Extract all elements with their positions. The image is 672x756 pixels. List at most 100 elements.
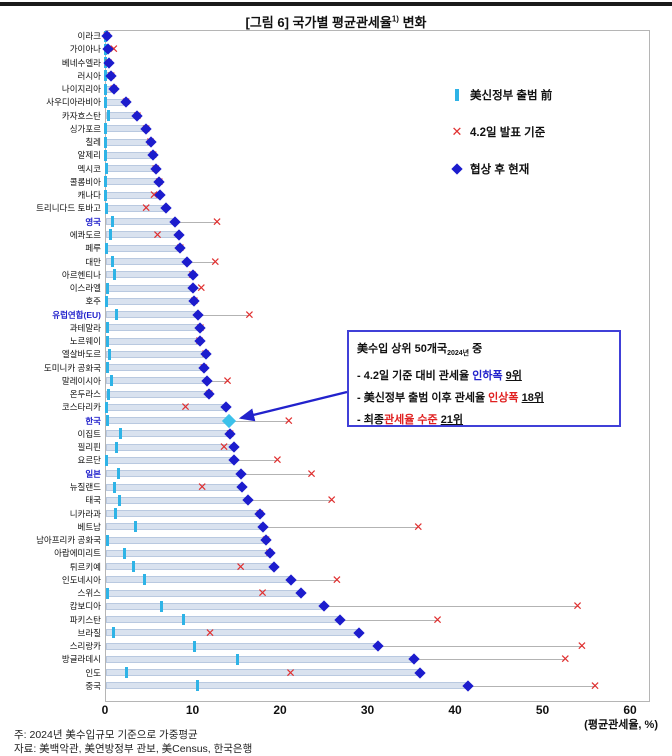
legend-entry: ✕ 4.2일 발표 기준 [448,113,552,150]
country-label: 니카라과 [69,508,101,519]
tariff-bar [106,337,200,345]
x-axis-tick-label: 0 [101,703,109,717]
country-label: 캐나다 [77,190,101,201]
tariff-bar [106,178,160,186]
range-connector-line [378,646,582,648]
pre-admin-tick-marker [192,640,196,652]
tariff-bar [106,456,234,464]
pre-admin-tick-marker [106,322,110,334]
tariff-bar [106,642,378,650]
country-label: 페루 [85,243,101,254]
april2-x-marker: ✕ [211,214,223,229]
pre-admin-tick-marker [108,229,112,241]
tariff-bar [106,549,270,557]
april2-x-marker: ✕ [180,400,191,415]
country-label: 튀르키예 [69,561,101,572]
country-label: 유럽연합(EU) [52,309,101,320]
april2-x-marker: ✕ [235,559,246,574]
legend-entry: 美신정부 출범 前 [448,76,552,113]
annotation-text-segment: 인상폭 [488,392,519,405]
pre-admin-tick-marker [122,547,126,559]
pre-admin-tick-marker [106,587,110,599]
april2-x-marker: ✕ [197,480,208,494]
annotation-text-segment: 인하폭 [472,370,503,383]
tariff-bar [106,483,243,491]
country-label: 베트남 [77,521,101,532]
country-label: 도미니카 공화국 [43,362,101,373]
tariff-bar [106,377,207,385]
tariff-bar [106,271,193,279]
legend-current-diamond-icon [448,162,466,175]
tariff-bar [106,364,204,372]
tariff-bar [106,470,241,478]
annotation-text-segment: 9위 [505,370,522,383]
korea-annotation-box: 美수입 상위 50개국2024년 중 - 4.2일 기준 대비 관세율 인하폭 … [347,330,621,427]
april2-x-marker: ✕ [306,466,317,481]
country-label: 스위스 [77,588,101,599]
annotation-text-segment: 21위 [440,414,464,427]
pre-admin-tick-marker [114,441,118,453]
range-connector-line [413,659,566,661]
pre-admin-tick-marker [113,269,117,281]
chart-title-footnote-marker: 1) [391,14,399,24]
legend-label: 협상 후 현재 [470,163,530,176]
april2-x-marker: ✕ [210,254,221,269]
april2-x-marker: ✕ [222,373,233,388]
annotation-text-segment: 18위 [521,392,544,405]
tariff-bar [106,523,263,531]
pre-admin-tick-marker [106,282,110,294]
x-axis-tick-label: 50 [535,703,550,717]
country-label: 사우디아라비아 [46,97,101,108]
legend-marker-glyph [451,162,463,175]
country-label: 중국 [85,680,101,691]
april2-x-marker: ✕ [108,42,119,57]
annotation-text-segment: - 4.2일 기준 대비 관세율 [357,370,473,383]
range-connector-line [240,473,312,475]
country-label: 인도네시아 [61,574,101,585]
country-label: 호주 [85,296,101,307]
legend-label: 美신정부 출범 前 [470,89,553,102]
pre-admin-tick-marker [104,136,108,148]
country-label: 엘살바도르 [61,349,101,360]
country-label: 인도 [85,667,101,678]
pre-admin-tick-marker [105,295,109,307]
range-connector-line [206,380,228,382]
tariff-bar [106,602,324,610]
pre-admin-tick-marker [106,534,110,546]
top-divider-rule [0,2,672,6]
country-label: 칠레 [85,137,101,148]
tariff-bar [106,510,260,518]
footnotes: 주: 2024년 美수입규모 기준으로 가중평균 자료: 美백악관, 美연방정부… [14,728,252,756]
range-connector-line [229,420,289,422]
april2-x-marker: ✕ [589,678,601,693]
pre-admin-tick-marker [107,110,110,122]
tariff-bar [106,629,359,637]
annotation-line: - 4.2일 기준 대비 관세율 인하폭 9위 [357,365,611,387]
tariff-bar [106,669,420,677]
country-label: 베네수엘라 [61,57,101,68]
annotation-text-segment: 관세율 수준 [383,414,438,427]
pre-admin-tick-marker [112,627,116,639]
chart-title-suffix: 변화 [398,15,427,30]
x-axis-tick-label: 30 [360,703,375,717]
tariff-bar [106,311,198,319]
april2-x-marker: ✕ [204,625,216,640]
range-connector-line [339,619,438,621]
annotation-text-segment: 2024년 [447,350,470,358]
pre-admin-tick-marker [105,401,109,413]
country-label: 멕시코 [77,163,101,174]
legend-april2-x-icon: ✕ [448,124,466,140]
country-label: 브라질 [77,627,101,638]
april2-x-marker: ✕ [285,665,296,680]
tariff-bar [106,350,206,358]
x-axis-label: (평균관세율, %) [584,719,658,731]
country-label: 스리랑카 [69,641,101,652]
pre-admin-tick-marker [106,415,110,427]
x-axis-tick-label: 40 [448,703,462,717]
pre-admin-tick-marker [107,388,110,400]
annotation-text-segment: - 美신정부 출범 이후 관세율 [357,392,489,405]
tariff-bar [106,417,230,425]
tariff-bar [106,536,266,544]
range-connector-line [262,526,419,528]
pre-admin-tick-marker [111,256,115,267]
